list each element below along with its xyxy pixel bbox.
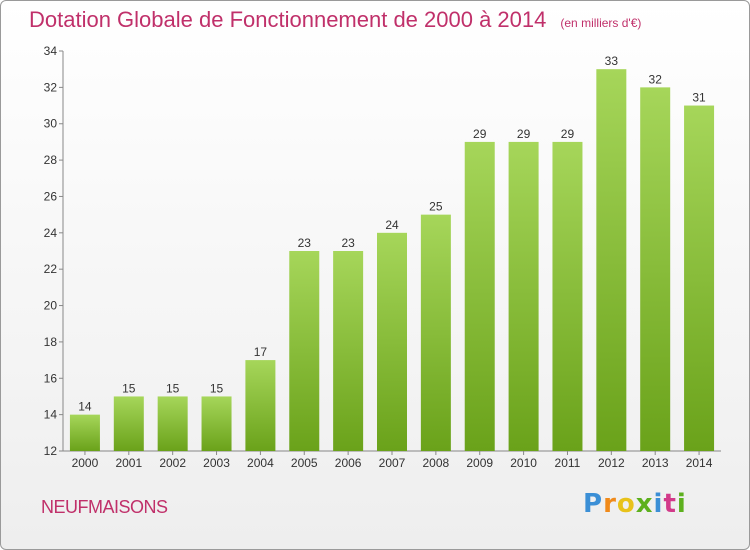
x-tick-label: 2012 (598, 456, 625, 470)
x-tick-label: 2007 (379, 456, 406, 470)
bar (201, 396, 232, 451)
data-label: 24 (385, 218, 399, 232)
logo-letter: o (616, 489, 636, 519)
bar (157, 396, 188, 451)
data-label: 29 (473, 127, 487, 141)
data-label: 14 (78, 400, 92, 414)
y-tick-label: 34 (44, 44, 58, 58)
data-label: 15 (166, 381, 180, 395)
labels: 2000 14 2001 15 2002 15 2003 15 2004 17 2005 23 2006… (72, 54, 713, 470)
y-tick-label: 30 (44, 117, 58, 131)
x-tick-label: 2001 (115, 456, 142, 470)
data-label: 15 (122, 381, 136, 395)
y-tick-label: 32 (44, 80, 58, 94)
y-tick-label: 14 (44, 408, 58, 422)
x-tick-label: 2014 (686, 456, 713, 470)
data-label: 23 (341, 236, 355, 250)
x-tick-label: 2005 (291, 456, 318, 470)
y-tick-label: 28 (44, 153, 58, 167)
data-label: 31 (692, 91, 706, 105)
data-label: 29 (517, 127, 531, 141)
bar (508, 141, 539, 451)
bar (113, 396, 144, 451)
chart-title: Dotation Globale de Fonctionnement de 20… (29, 7, 547, 32)
proxiti-logo: Proxiti (583, 489, 687, 519)
logo-letter: P (583, 489, 604, 519)
x-tick-label: 2004 (247, 456, 274, 470)
logo-letter: i (676, 489, 687, 519)
x-tick-label: 2003 (203, 456, 230, 470)
logo-letter: t (663, 489, 677, 519)
town-name: NEUFMAISONS (41, 497, 168, 517)
y-tick-label: 26 (44, 189, 58, 203)
y-tick-label: 18 (44, 335, 58, 349)
axes: 12 14 16 18 20 22 24 26 28 30 32 34 (44, 44, 721, 458)
bar (377, 232, 407, 451)
x-tick-label: 2000 (72, 456, 99, 470)
bar (552, 141, 583, 451)
logo-letter: r (603, 489, 617, 519)
bar (596, 69, 627, 451)
data-label: 33 (605, 54, 619, 68)
bars (69, 69, 715, 451)
title-row: Dotation Globale de Fonctionnement de 20… (29, 7, 641, 33)
data-label: 23 (298, 236, 312, 250)
bar (69, 414, 100, 451)
y-tick-label: 20 (44, 299, 58, 313)
y-tick-label: 24 (44, 226, 58, 240)
chart-subtitle: (en milliers d'€) (560, 16, 642, 30)
y-tick-label: 16 (44, 371, 58, 385)
bar (640, 87, 671, 451)
x-tick-label: 2008 (423, 456, 450, 470)
data-label: 29 (561, 127, 575, 141)
bar (464, 141, 495, 451)
x-tick-label: 2002 (159, 456, 186, 470)
y-tick-label: 12 (44, 444, 58, 458)
bar (420, 214, 451, 451)
bar (245, 360, 276, 451)
x-tick-label: 2011 (555, 456, 581, 470)
bar (333, 251, 364, 451)
x-tick-label: 2013 (642, 456, 669, 470)
data-label: 32 (649, 72, 663, 86)
x-tick-label: 2009 (466, 456, 493, 470)
y-tick-label: 22 (44, 262, 58, 276)
bar (289, 251, 320, 451)
x-tick-label: 2006 (335, 456, 362, 470)
logo-letter: i (653, 489, 664, 519)
data-label: 25 (429, 200, 443, 214)
data-label: 15 (210, 381, 224, 395)
bar (684, 105, 715, 451)
data-label: 17 (254, 345, 268, 359)
x-tick-label: 2010 (510, 456, 537, 470)
logo-letter: x (635, 489, 654, 519)
